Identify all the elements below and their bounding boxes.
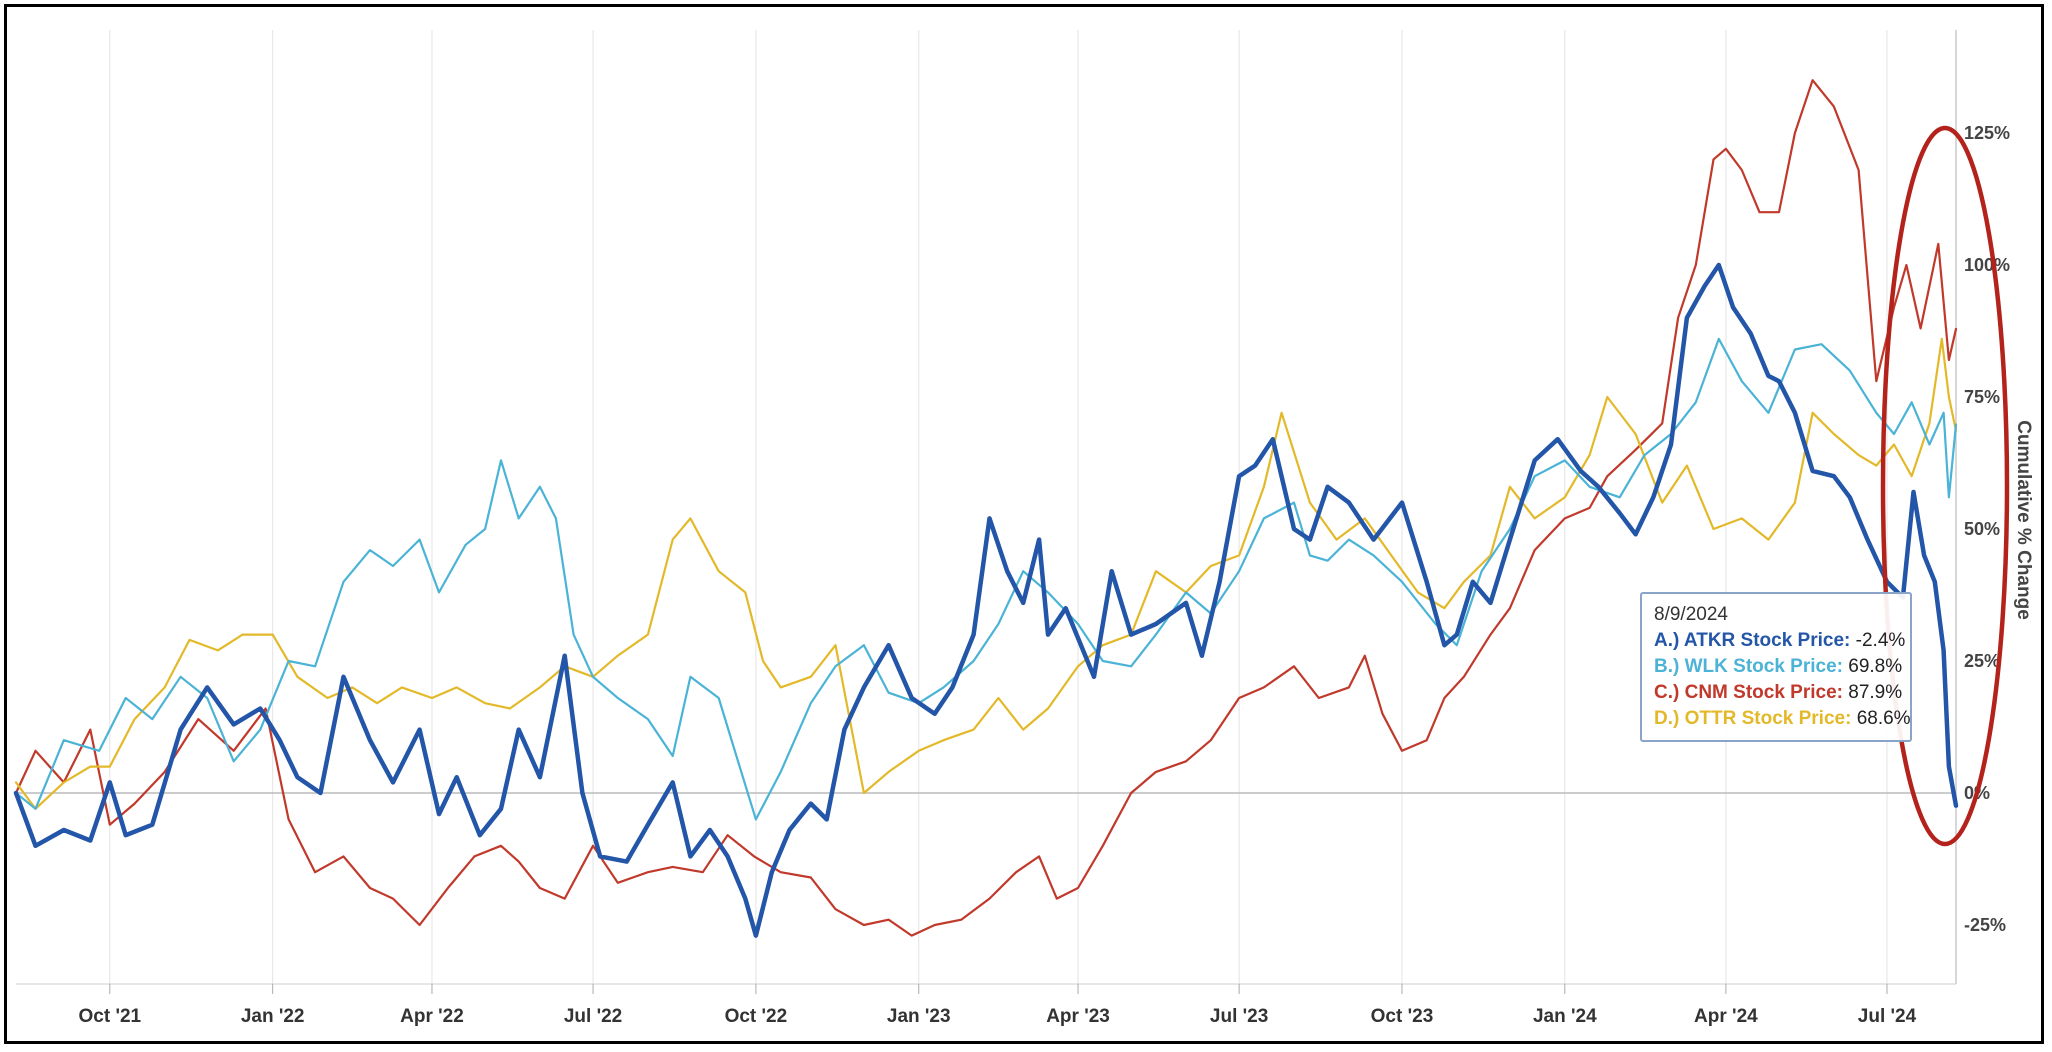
tooltip-row-ottr: D.) OTTR Stock Price: 68.6% [1654,706,1911,732]
y-tick-label: 50% [1964,519,2000,539]
highlight-ellipse [1880,125,2010,847]
x-tick-label: Jul '24 [1858,1006,1917,1027]
x-tick-label: Jul '23 [1210,1006,1268,1027]
series-line-atkr [13,262,1959,938]
chart-grid [109,30,1888,984]
x-tick-label: Apr '23 [1046,1006,1110,1027]
y-axis-ticks: -25%0%25%50%75%100%125% [1964,123,2010,935]
x-tick-label: Jan '24 [1533,1006,1597,1027]
x-tick-label: Apr '24 [1694,1006,1758,1027]
x-tick-label: Oct '22 [725,1006,788,1027]
series-line-wlk [14,337,1958,821]
tooltip-value-wlk: 69.8% [1848,656,1903,677]
x-tick-label: Jan '22 [241,1006,305,1027]
chart-frame [4,4,2044,1044]
tooltip-label-ottr: D.) OTTR Stock Price: [1654,708,1852,729]
tooltip-value-cnm: 87.9% [1848,682,1903,703]
x-tick-label: Oct '23 [1371,1006,1434,1027]
y-tick-label: 25% [1964,651,2000,671]
x-tick-label: Jul '22 [564,1006,622,1027]
y-tick-label: -25% [1964,915,2006,935]
tooltip-row-wlk: B.) WLK Stock Price: 69.8% [1654,654,1902,680]
tooltip-label-atkr: A.) ATKR Stock Price: [1654,630,1851,651]
x-axis-ticks: Oct '21 Jan '22 Apr '22 Jul '22 Oct '22 Jan '… [79,984,1917,1027]
series-line-cnm [14,79,1958,937]
y-tick-label: 100% [1964,255,2010,275]
tooltip-date: 8/9/2024 [1654,604,1728,625]
series-lines [13,79,1959,938]
tooltip-label-wlk: B.) WLK Stock Price: [1654,656,1843,677]
tooltip: 8/9/2024 A.) ATKR Stock Price: -2.4% B.)… [1640,592,1912,742]
x-tick-label: Oct '21 [79,1006,142,1027]
tooltip-row-atkr: A.) ATKR Stock Price: -2.4% [1654,628,1905,654]
x-tick-label: Jan '23 [887,1006,951,1027]
y-tick-label: 125% [1964,123,2010,143]
tooltip-value-atkr: -2.4% [1855,630,1906,651]
y-axis-label: Cumulative % Change [2013,420,2034,620]
tooltip-row-cnm: C.) CNM Stock Price: 87.9% [1654,680,1902,706]
tooltip-value-ottr: 68.6% [1856,708,1911,729]
tooltip-label-cnm: C.) CNM Stock Price: [1654,682,1843,703]
y-tick-label: 75% [1964,387,2000,407]
x-tick-label: Apr '22 [400,1006,464,1027]
series-line-ottr [14,337,1958,810]
